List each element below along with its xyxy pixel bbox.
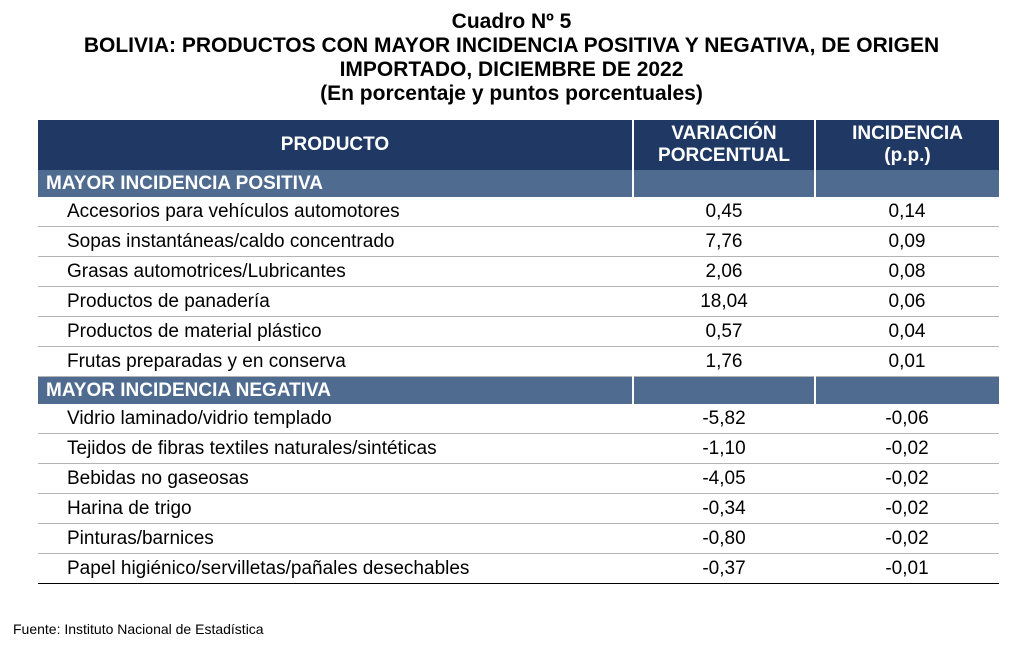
cell-variation: -0,80 bbox=[633, 523, 815, 554]
cell-product: Papel higiénico/servilletas/pañales dese… bbox=[38, 553, 633, 584]
table-row: Sopas instantáneas/caldo concentrado 7,7… bbox=[38, 226, 999, 257]
cell-product: Sopas instantáneas/caldo concentrado bbox=[38, 226, 633, 257]
cell-variation: 7,76 bbox=[633, 226, 815, 257]
cell-product: Frutas preparadas y en conserva bbox=[38, 346, 633, 377]
cell-product: Productos de material plástico bbox=[38, 316, 633, 347]
cell-incidence: -0,06 bbox=[815, 404, 999, 434]
section-label-negative: MAYOR INCIDENCIA NEGATIVA bbox=[38, 376, 633, 404]
cell-product: Bebidas no gaseosas bbox=[38, 463, 633, 494]
table-row: Papel higiénico/servilletas/pañales dese… bbox=[38, 553, 999, 584]
cell-variation: 0,45 bbox=[633, 197, 815, 227]
cell-incidence: 0,01 bbox=[815, 346, 999, 377]
cell-incidence: -0,02 bbox=[815, 433, 999, 464]
section-blank-cell bbox=[632, 376, 815, 404]
header-product: PRODUCTO bbox=[38, 120, 633, 170]
cell-variation: -5,82 bbox=[633, 404, 815, 434]
cell-product: Harina de trigo bbox=[38, 493, 633, 524]
header-variation-line1: VARIACIÓN bbox=[671, 123, 777, 144]
table-row: Vidrio laminado/vidrio templado -5,82 -0… bbox=[38, 404, 999, 434]
table-row: Frutas preparadas y en conserva 1,76 0,0… bbox=[38, 346, 999, 377]
cell-variation: 0,57 bbox=[633, 316, 815, 347]
table-row: Accesorios para vehículos automotores 0,… bbox=[38, 197, 999, 227]
section-row-negative: MAYOR INCIDENCIA NEGATIVA bbox=[38, 376, 999, 404]
data-table: PRODUCTO VARIACIÓN PORCENTUAL INCIDENCIA… bbox=[38, 120, 999, 584]
title-units: (En porcentaje y puntos porcentuales) bbox=[320, 82, 703, 105]
table-row: Productos de panadería 18,04 0,06 bbox=[38, 286, 999, 317]
cell-incidence: 0,14 bbox=[815, 197, 999, 227]
header-incidence-line2: (p.p.) bbox=[884, 145, 931, 166]
header-variation-line2: PORCENTUAL bbox=[658, 145, 790, 166]
cell-product: Tejidos de fibras textiles naturales/sin… bbox=[38, 433, 633, 464]
section-blank-cell bbox=[814, 376, 999, 404]
cell-variation: -0,37 bbox=[633, 553, 815, 584]
header-variation: VARIACIÓN PORCENTUAL bbox=[632, 120, 815, 170]
section-blank-cell bbox=[814, 170, 999, 197]
cell-product: Grasas automotrices/Lubricantes bbox=[38, 256, 633, 287]
header-product-label: PRODUCTO bbox=[280, 134, 390, 155]
section-label-positive: MAYOR INCIDENCIA POSITIVA bbox=[38, 170, 633, 197]
title-caption: Cuadro Nº 5 bbox=[451, 10, 572, 33]
cell-incidence: -0,02 bbox=[815, 523, 999, 554]
table-row: Bebidas no gaseosas -4,05 -0,02 bbox=[38, 463, 999, 494]
cell-incidence: -0,01 bbox=[815, 553, 999, 584]
cell-variation: 2,06 bbox=[633, 256, 815, 287]
cell-variation: 18,04 bbox=[633, 286, 815, 317]
cell-variation: -4,05 bbox=[633, 463, 815, 494]
table-row: Grasas automotrices/Lubricantes 2,06 0,0… bbox=[38, 256, 999, 287]
section-blank-cell bbox=[632, 170, 815, 197]
cell-incidence: 0,06 bbox=[815, 286, 999, 317]
cell-variation: -1,10 bbox=[633, 433, 815, 464]
cell-product: Productos de panadería bbox=[38, 286, 633, 317]
header-incidence-line1: INCIDENCIA bbox=[852, 123, 963, 144]
cell-product: Pinturas/barnices bbox=[38, 523, 633, 554]
table-row: Pinturas/barnices -0,80 -0,02 bbox=[38, 523, 999, 554]
table-title: Cuadro Nº 5 BOLIVIA: PRODUCTOS CON MAYOR… bbox=[0, 10, 1023, 106]
cell-product: Vidrio laminado/vidrio templado bbox=[38, 404, 633, 434]
cell-incidence: -0,02 bbox=[815, 463, 999, 494]
table-row: Productos de material plástico 0,57 0,04 bbox=[38, 316, 999, 347]
title-main-line1: BOLIVIA: PRODUCTOS CON MAYOR INCIDENCIA … bbox=[83, 34, 940, 57]
source-note: Fuente: Instituto Nacional de Estadístic… bbox=[13, 621, 264, 637]
cell-incidence: -0,02 bbox=[815, 493, 999, 524]
cell-variation: 1,76 bbox=[633, 346, 815, 377]
table-header-row: PRODUCTO VARIACIÓN PORCENTUAL INCIDENCIA… bbox=[38, 120, 999, 170]
table-row: Tejidos de fibras textiles naturales/sin… bbox=[38, 433, 999, 464]
cell-incidence: 0,08 bbox=[815, 256, 999, 287]
table-row: Harina de trigo -0,34 -0,02 bbox=[38, 493, 999, 524]
cell-product: Accesorios para vehículos automotores bbox=[38, 197, 633, 227]
section-row-positive: MAYOR INCIDENCIA POSITIVA bbox=[38, 170, 999, 197]
cell-variation: -0,34 bbox=[633, 493, 815, 524]
cell-incidence: 0,09 bbox=[815, 226, 999, 257]
title-main-line2: IMPORTADO, DICIEMBRE DE 2022 bbox=[339, 58, 684, 81]
header-incidence: INCIDENCIA (p.p.) bbox=[814, 120, 999, 170]
cell-incidence: 0,04 bbox=[815, 316, 999, 347]
data-table-container: PRODUCTO VARIACIÓN PORCENTUAL INCIDENCIA… bbox=[38, 120, 999, 584]
